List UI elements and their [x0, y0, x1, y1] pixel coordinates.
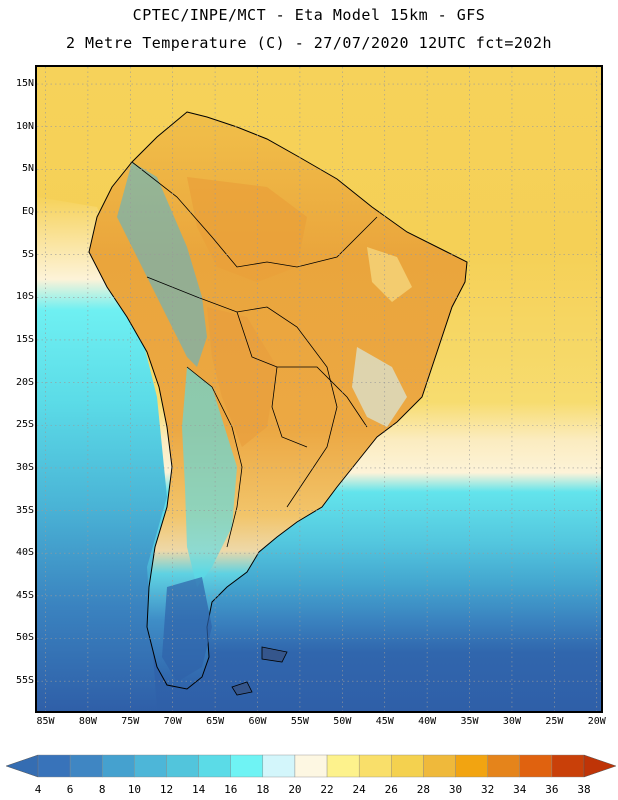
colorbar-tick-label: 26 [384, 783, 398, 796]
latitude-tick-label: 45S [15, 589, 34, 601]
longitude-tick-label: 65W [206, 716, 225, 727]
colorbar-tick-label: 10 [127, 783, 141, 796]
colorbar-swatch [37, 754, 71, 778]
colorbar-over-triangle [583, 754, 617, 778]
temperature-map[interactable] [35, 65, 603, 713]
longitude-tick-label: 30W [502, 716, 521, 727]
border-central [146, 276, 338, 508]
colorbar-tick-label: 22 [320, 783, 334, 796]
colorbar-tick-label: 20 [288, 783, 302, 796]
latitude-tick-label: 15S [15, 333, 34, 345]
amazon-warm-core [187, 177, 307, 282]
colorbar-swatch [166, 754, 199, 778]
border-paraguay [271, 366, 308, 448]
longitude-tick-label: 60W [248, 716, 267, 727]
country-borders [131, 161, 378, 548]
colorbar-swatch [262, 754, 296, 778]
colorbar-tick-label: 18 [256, 783, 270, 796]
longitude-tick-label: 85W [36, 716, 55, 727]
colorbar [5, 754, 617, 778]
longitude-tick-label: 70W [163, 716, 182, 727]
falkland-islands [231, 646, 288, 696]
latitude-tick-label: 25S [15, 419, 34, 431]
colorbar-swatch [391, 754, 424, 778]
colorbar-swatch [326, 754, 360, 778]
colorbar-tick-label: 30 [448, 783, 463, 796]
border-brazil-inner [236, 311, 368, 428]
map-subtitle: 2 Metre Temperature (C) - 27/07/2020 12U… [65, 34, 553, 52]
latitude-tick-label: 15N [15, 78, 34, 90]
colorbar-tick-label: 14 [191, 783, 206, 796]
longitude-tick-label: 40W [418, 716, 437, 727]
longitude-tick-label: 50W [333, 716, 352, 727]
longitude-tick-label: 35W [460, 716, 479, 727]
colorbar-tick-label: 38 [577, 783, 591, 796]
highlands-cool-patch [352, 347, 407, 427]
colorbar-swatch [455, 754, 488, 778]
colorbar-swatch [551, 754, 585, 778]
colorbar-swatch [358, 754, 392, 778]
latitude-tick-label: 5N [21, 163, 34, 175]
graticule [37, 67, 601, 711]
colorbar-tick-label: 28 [416, 783, 431, 796]
southern-andes-cold [182, 367, 237, 587]
colorbar-tick-label: 6 [66, 783, 74, 796]
longitude-tick-label: 75W [121, 716, 140, 727]
colorbar-under-triangle [5, 754, 39, 778]
latitude-tick-label: 5S [21, 248, 34, 260]
border-andes [186, 366, 243, 548]
latitude-tick-label: 10S [15, 291, 34, 303]
longitude-tick-label: 25W [545, 716, 564, 727]
longitude-tick-label: 80W [78, 716, 97, 727]
latitude-tick-label: EQ [21, 206, 34, 217]
colorbar-swatch [423, 754, 456, 778]
colorbar-tick-label: 32 [481, 783, 495, 796]
latitude-tick-label: 40S [15, 547, 34, 559]
colorbar-tick-label: 12 [159, 783, 174, 796]
longitude-tick-label: 20W [587, 716, 606, 727]
colorbar-swatch [69, 754, 103, 778]
colorbar-swatch [102, 754, 135, 778]
northeast-mild-patch [367, 247, 412, 302]
colorbar-swatch [487, 754, 520, 778]
latitude-tick-label: 35S [15, 504, 34, 516]
colorbar-tick-label: 36 [545, 783, 559, 796]
colorbar-tick-label: 24 [352, 783, 366, 796]
chaco-warm-core [207, 307, 277, 447]
border-north [131, 161, 378, 268]
map-title: CPTEC/INPE/MCT - Eta Model 15km - GFS [132, 6, 486, 24]
colorbar-tick-label: 8 [98, 783, 106, 796]
colorbar-tick-label: 16 [224, 783, 238, 796]
latitude-tick-label: 20S [15, 376, 34, 388]
andes-cold-band [117, 162, 207, 367]
latitude-tick-label: 55S [15, 675, 34, 687]
map-canvas [37, 67, 601, 711]
colorbar-tick-label: 34 [513, 783, 527, 796]
colorbar-tick-label: 4 [34, 783, 42, 796]
colorbar-swatch [519, 754, 553, 778]
latitude-tick-label: 50S [15, 632, 34, 644]
latitude-tick-label: 10N [15, 120, 34, 132]
colorbar-swatch [198, 754, 231, 778]
patagonia-cold [162, 577, 212, 682]
colorbar-swatch [230, 754, 264, 778]
colorbar-swatch [134, 754, 167, 778]
longitude-tick-label: 45W [375, 716, 394, 727]
longitude-tick-label: 55W [290, 716, 309, 727]
latitude-tick-label: 30S [15, 461, 34, 473]
colorbar-swatch [294, 754, 328, 778]
